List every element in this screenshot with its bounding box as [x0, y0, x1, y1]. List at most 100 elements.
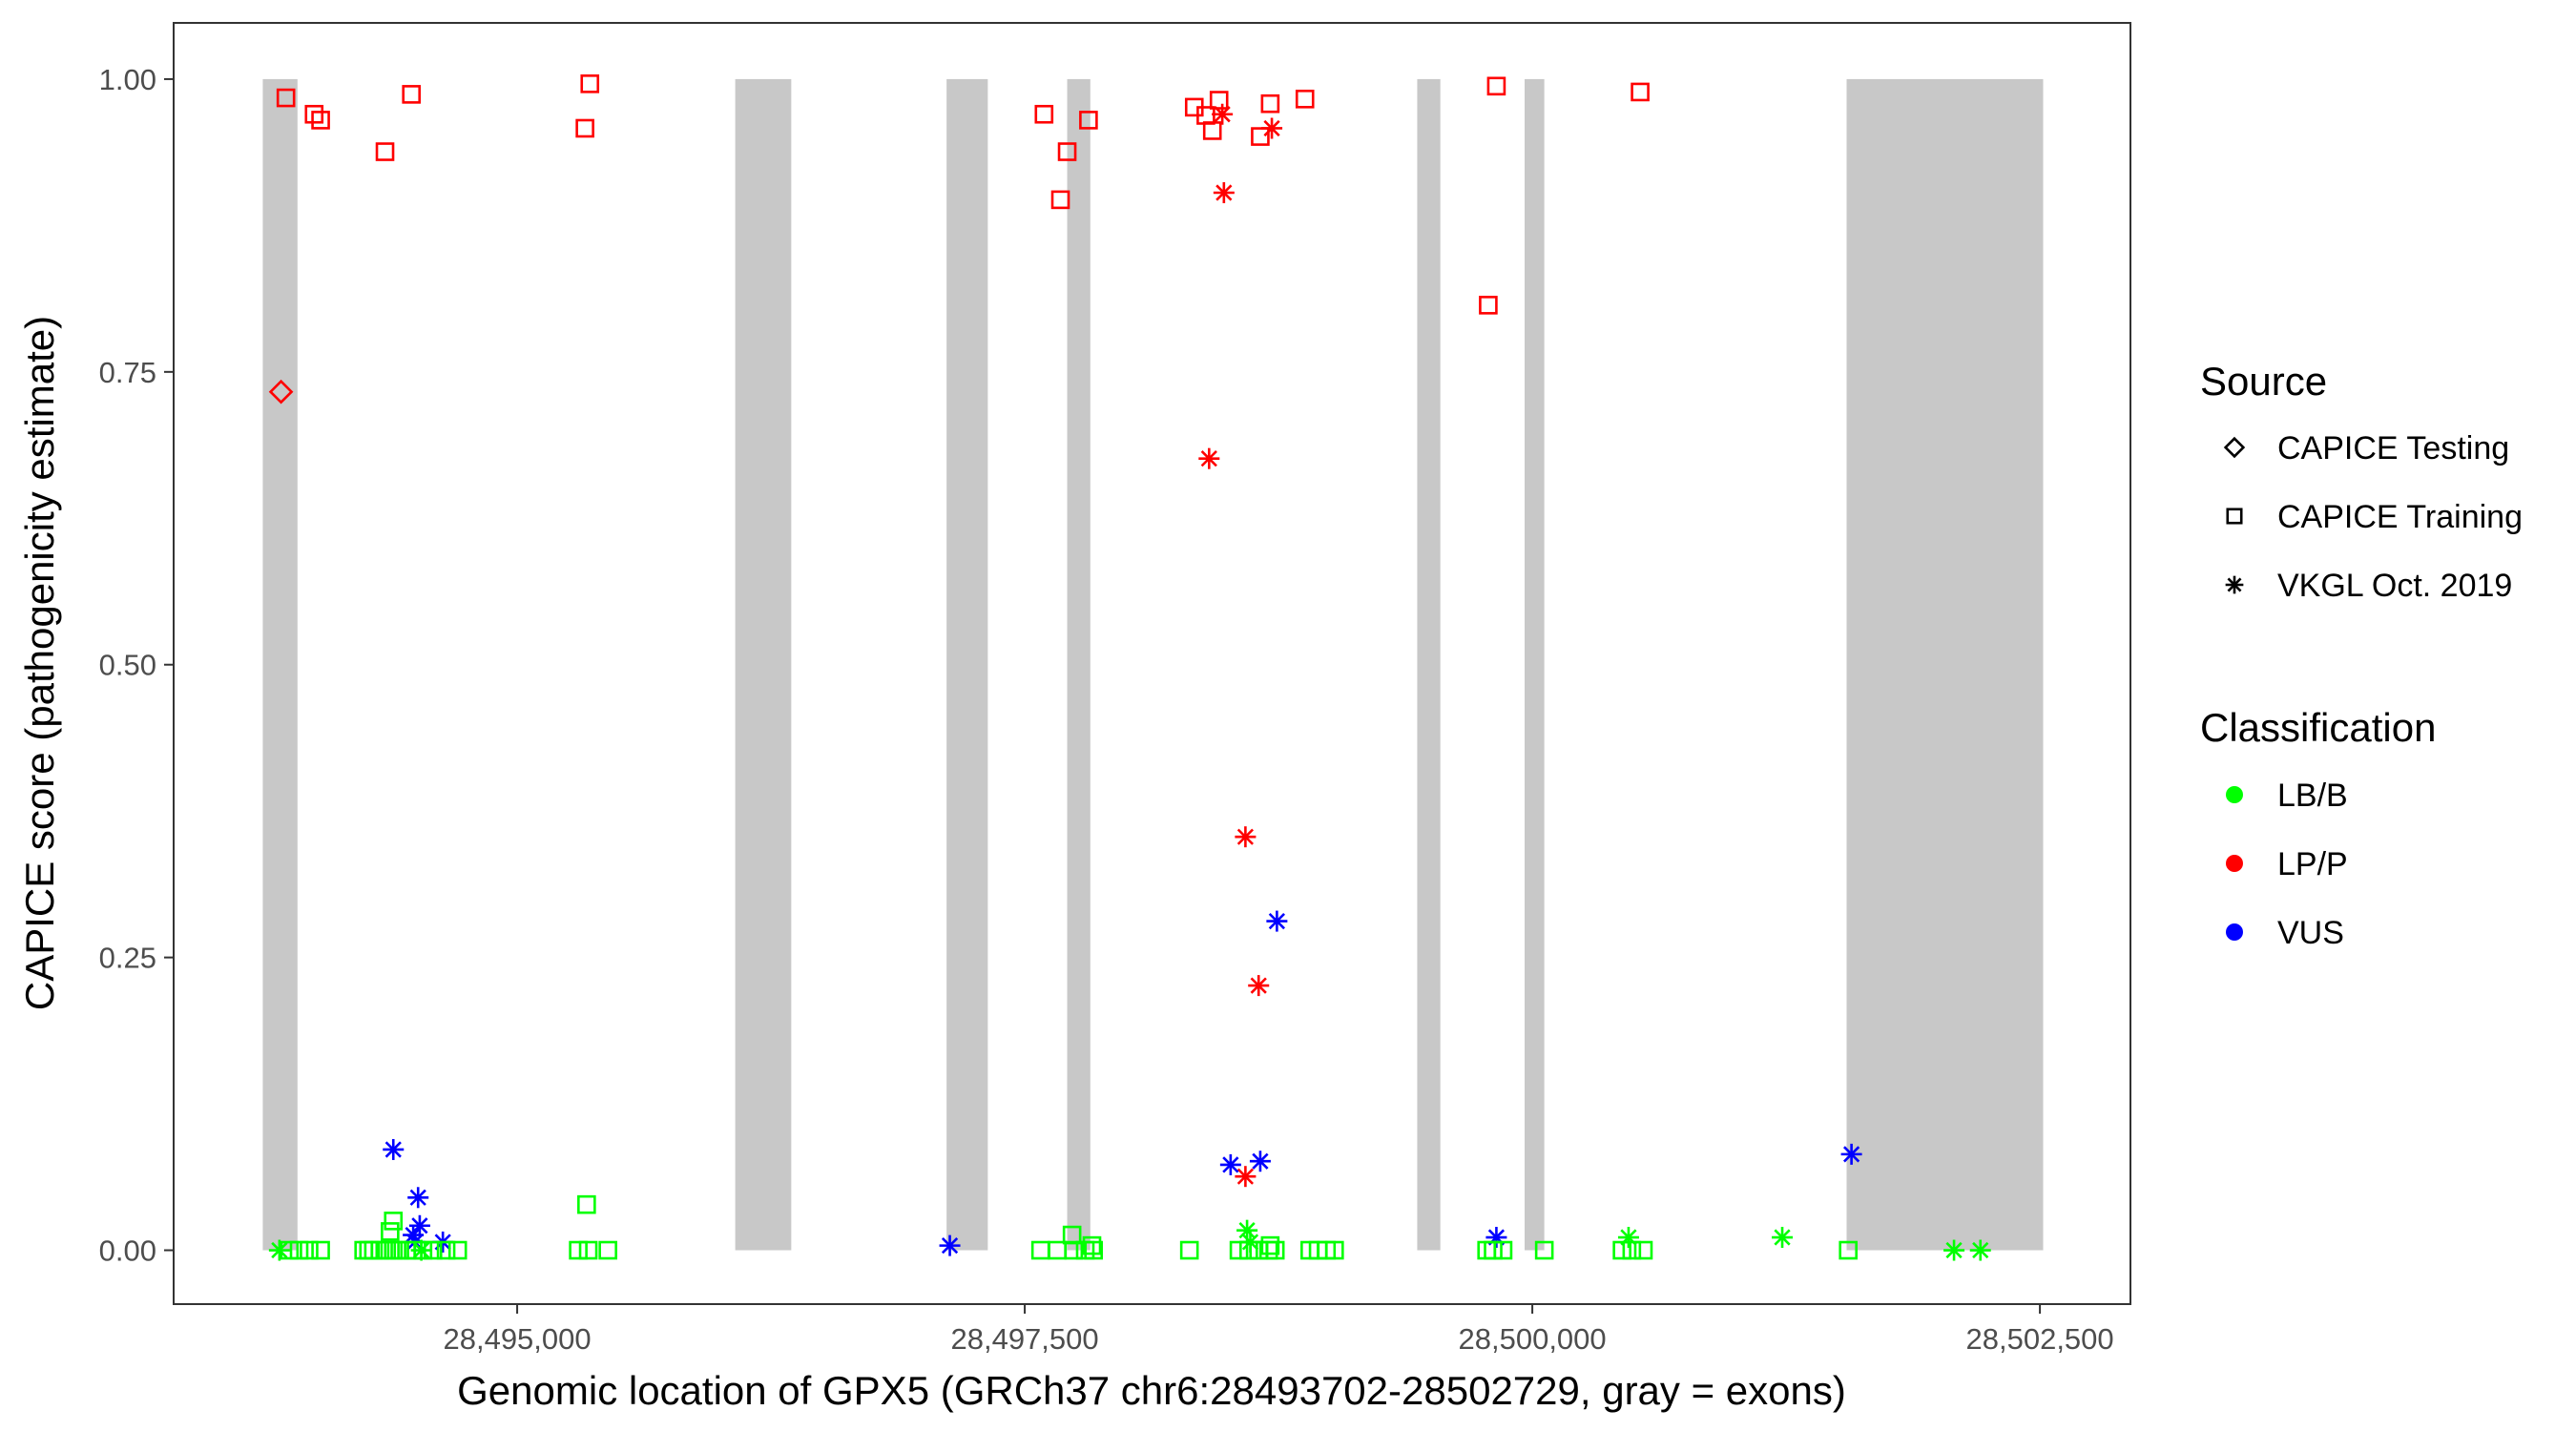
point-square-lbb: [384, 1212, 404, 1231]
point-square-lbb: [1260, 1235, 1280, 1255]
point-square-lpp: [304, 104, 324, 124]
point-square-lpp: [1209, 91, 1229, 110]
point-square-lpp: [1486, 76, 1506, 96]
asterisk-stroke: [405, 1226, 422, 1244]
point-square-lbb: [1082, 1235, 1102, 1255]
asterisk-stroke: [1268, 912, 1285, 930]
point-diamond-lpp: [268, 379, 294, 404]
point-square-lbb: [289, 1240, 309, 1260]
exon-band: [735, 78, 792, 1251]
exon-band: [262, 78, 298, 1251]
legend-classification-label: LB/B: [2277, 778, 2348, 814]
legend-classification-title: Classification: [2200, 705, 2436, 750]
point-square-lbb: [413, 1240, 433, 1260]
exon-band: [1417, 78, 1441, 1251]
asterisk-stroke: [1236, 828, 1255, 845]
legend-diamond-icon: [2223, 436, 2246, 459]
point-asterisk-vus: [1485, 1227, 1507, 1249]
point-square-lbb: [280, 1240, 300, 1260]
exon-bands: [262, 78, 2044, 1251]
point-square-lbb: [311, 1240, 330, 1260]
asterisk-stroke: [1215, 184, 1233, 201]
y-axis-title: CAPICE score (pathogenicity estimate): [17, 316, 62, 1010]
asterisk-stroke: [409, 1189, 426, 1206]
point-square-lbb: [436, 1240, 456, 1260]
point-square-lpp: [1295, 89, 1315, 109]
point-square-lbb: [1484, 1240, 1503, 1260]
point-asterisk-lbb: [1772, 1227, 1794, 1249]
asterisk-stroke: [1945, 1241, 1963, 1259]
x-tick-label: 28,502,500: [1966, 1322, 2114, 1356]
asterisk-stroke: [271, 1241, 288, 1259]
x-axis-title: Genomic location of GPX5 (GRCh37 chr6:28…: [457, 1368, 1846, 1413]
point-square-lbb: [578, 1240, 598, 1260]
point-square-lpp: [276, 88, 296, 108]
exon-band: [1524, 78, 1545, 1251]
point-square-lpp: [1202, 121, 1222, 140]
point-square-lbb: [577, 1194, 596, 1214]
legend-dot-icon: [2226, 855, 2243, 872]
point-asterisk-lpp: [1198, 447, 1220, 469]
point-square-lbb: [447, 1240, 467, 1260]
point-square-lbb: [1633, 1240, 1653, 1260]
asterisk-stroke: [2227, 577, 2242, 592]
point-square-lbb: [1084, 1240, 1104, 1260]
point-asterisk-lpp: [1248, 975, 1270, 997]
asterisk-stroke: [941, 1237, 959, 1255]
point-square-lpp: [1251, 127, 1270, 146]
legend-dot-icon: [2226, 923, 2243, 941]
data-points: [268, 74, 1991, 1261]
point-square-lbb: [381, 1222, 400, 1241]
asterisk-stroke: [384, 1141, 402, 1158]
legend-source-label: CAPICE Training: [2277, 499, 2523, 535]
point-square-lbb: [1238, 1240, 1258, 1260]
point-square-lbb: [1612, 1240, 1631, 1260]
legend-source-label: CAPICE Testing: [2277, 430, 2509, 467]
y-axis: 0.00 0.25 0.50 0.75 1.00: [99, 63, 174, 1268]
point-square-lbb: [1265, 1240, 1285, 1260]
plot-panel-border: [173, 22, 2131, 1305]
x-tick-label: 28,495,000: [443, 1322, 591, 1356]
legend: Source CAPICE Testing CAPICE Training VKGL…: [2200, 359, 2523, 951]
legend-classification-label: VUS: [2277, 915, 2344, 951]
point-square-lbb: [1839, 1240, 1859, 1260]
point-square-lbb: [1062, 1225, 1082, 1245]
legend-asterisk-icon: [2225, 575, 2244, 594]
point-square-lpp: [1479, 296, 1498, 315]
legend-source-title: Source: [2200, 359, 2327, 404]
point-square-lbb: [404, 1240, 423, 1260]
point-asterisk-vus: [408, 1214, 430, 1236]
asterisk-stroke: [1238, 1222, 1256, 1239]
legend-dot-icon: [2226, 786, 2243, 803]
asterisk-stroke: [1236, 1168, 1255, 1185]
asterisk-stroke: [1263, 119, 1280, 137]
y-tick-label: 0.75: [99, 356, 156, 389]
point-square-lpp: [1050, 190, 1070, 210]
point-asterisk-lbb: [1943, 1239, 1965, 1261]
point-square-lpp: [1260, 93, 1280, 114]
legend-classification-label: LP/P: [2277, 846, 2348, 882]
y-tick-label: 1.00: [99, 63, 156, 96]
asterisk-stroke: [1200, 450, 1217, 467]
point-asterisk-lpp: [1235, 826, 1257, 848]
point-square-lbb: [1229, 1240, 1249, 1260]
asterisk-stroke: [1250, 977, 1267, 994]
point-asterisk-lpp: [1261, 117, 1283, 139]
asterisk-stroke: [1842, 1146, 1860, 1163]
point-asterisk-vus: [939, 1234, 961, 1256]
point-square-lpp: [1034, 104, 1054, 124]
point-square-lbb: [1493, 1240, 1513, 1260]
asterisk-stroke: [1214, 106, 1231, 123]
point-asterisk-lpp: [1213, 182, 1235, 204]
point-square-lpp: [1057, 142, 1077, 161]
legend-square-icon: [2226, 508, 2243, 525]
point-square-lbb: [569, 1240, 588, 1260]
asterisk-stroke: [411, 1217, 428, 1234]
point-asterisk-vus: [407, 1187, 429, 1209]
point-asterisk-vus: [1266, 910, 1288, 932]
point-square-lbb: [423, 1240, 443, 1260]
asterisk-stroke: [1222, 1156, 1239, 1173]
asterisk-stroke: [1972, 1241, 1989, 1259]
x-tick-label: 28,497,500: [950, 1322, 1098, 1356]
asterisk-stroke: [1252, 1152, 1269, 1170]
